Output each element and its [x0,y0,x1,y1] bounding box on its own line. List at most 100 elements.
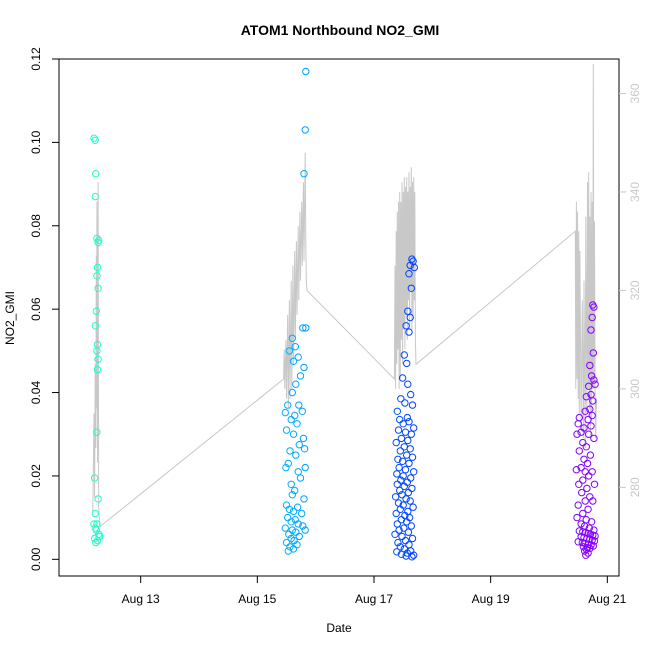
data-point [400,351,408,359]
data-point [586,405,594,413]
data-point [585,472,593,480]
data-point [302,67,310,76]
data-point [93,536,102,545]
data-point [301,526,309,534]
data-point [577,428,585,436]
secondary-series [92,63,598,528]
data-point [400,482,408,491]
data-point [575,447,583,455]
x-tick-label: Aug 15 [238,592,276,606]
data-point [396,505,404,513]
data-point [585,382,593,390]
data-point [403,359,411,368]
data-point [408,401,417,409]
x-tick-label: Aug 13 [122,592,160,606]
data-point [298,407,306,415]
data-point [284,401,292,409]
y-tick-label: 0.02 [29,464,43,488]
data-point [406,497,414,505]
data-point [284,547,292,555]
data-point [407,430,415,438]
data-point [393,407,401,415]
data-point [586,451,595,459]
data-point [583,459,592,468]
data-point [590,480,599,488]
data-point [398,374,407,382]
data-point [396,415,404,424]
data-point [295,441,303,449]
x-tick-label: Aug 17 [355,592,393,606]
y-tick-label: 0.06 [29,297,43,321]
data-point [95,532,103,541]
data-point [291,486,299,495]
data-point [93,263,102,272]
data-point [299,324,307,332]
data-point [407,284,415,292]
plot-frame [58,58,620,577]
y-tick-label: 0.12 [29,47,43,71]
data-point [395,526,403,534]
data-point [93,347,101,355]
data-point [404,380,412,388]
data-point [300,363,308,372]
data-point [294,353,302,361]
data-point [405,328,413,336]
data-point [294,468,302,476]
data-point [291,343,299,351]
data-point [573,513,581,522]
data-point [300,170,308,178]
data-point [590,303,598,311]
x-tick-label: Aug 21 [588,592,626,606]
data-point [291,411,299,420]
data-point [586,361,594,370]
data-point [398,491,406,499]
data-point [289,507,298,516]
data-point [396,543,404,551]
data-point [396,486,404,495]
data-point [392,509,400,518]
data-point [402,322,410,330]
data-point [400,524,408,532]
data-point [590,376,598,384]
data-point [287,480,295,488]
data-point [404,488,413,497]
data-point [407,474,415,482]
data-point [393,520,401,528]
data-point [575,480,583,488]
chart-title: ATOM1 Northbound NO2_GMI [241,22,440,38]
data-point [288,491,296,499]
data-point [405,270,413,278]
data-point [301,126,309,134]
flight-4-points [572,301,599,559]
data-point [401,536,410,545]
data-point [585,430,593,438]
data-point [397,550,406,558]
data-point [587,326,595,334]
data-point [95,236,103,245]
data-point [406,261,414,270]
data-point [300,495,308,503]
data-point [287,518,295,526]
data-point [394,538,402,547]
y2-tick-label: 280 [628,477,642,497]
data-point [299,522,307,530]
data-point [396,447,404,455]
data-point [582,443,590,451]
data-point [395,463,403,472]
data-point [577,463,585,472]
data-point [92,538,100,547]
data-point [402,552,410,560]
data-point [581,497,589,505]
data-point [581,468,589,476]
data-point [292,451,300,459]
y-axis-label: NO2_GMI [3,291,17,345]
data-point [91,192,99,201]
data-point [579,509,587,518]
data-point [296,372,305,380]
data-point [408,484,416,493]
data-point [289,430,298,438]
data-point [300,445,309,453]
data-point [90,474,99,482]
data-point [93,272,101,280]
